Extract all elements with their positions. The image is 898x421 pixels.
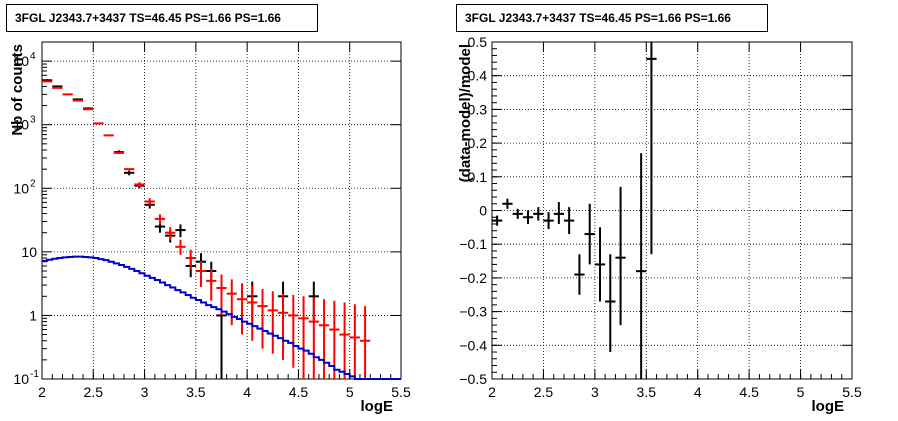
x-tick-label: 5 xyxy=(797,384,805,400)
data-point xyxy=(298,296,309,379)
y-tick-label: 0 xyxy=(479,203,487,219)
data-point xyxy=(594,227,606,302)
y-tick-label: −0.1 xyxy=(459,236,487,252)
x-tick-label: 2.5 xyxy=(84,384,104,400)
data-point xyxy=(308,297,319,379)
data-point xyxy=(574,254,585,295)
data-point xyxy=(553,202,564,224)
y-tick-label: −0.5 xyxy=(459,371,487,387)
data-point xyxy=(124,170,135,176)
x-tick-label: 5.5 xyxy=(842,384,862,400)
y-tick-exponent: 3 xyxy=(30,115,36,126)
data-point xyxy=(165,227,176,240)
data-point xyxy=(349,304,360,379)
y-tick-exponent: 4 xyxy=(30,51,36,62)
data-point xyxy=(134,182,145,187)
y-tick-label: 1 xyxy=(29,307,37,323)
data-point xyxy=(615,186,626,326)
data-point xyxy=(195,260,207,288)
data-point xyxy=(154,214,166,225)
y-axis-label: Nb of counts xyxy=(9,44,26,136)
x-tick-label: 4.5 xyxy=(739,384,759,400)
data-point xyxy=(206,268,217,301)
series-1 xyxy=(42,80,371,379)
y-tick-label: 0.5 xyxy=(468,34,488,50)
right-chart-title: 3FGL J2343.7+3437 TS=46.45 PS=1.66 PS=1.… xyxy=(456,4,768,32)
y-tick-label: 10 xyxy=(13,53,29,69)
x-tick-label: 3.5 xyxy=(186,384,206,400)
data-point xyxy=(277,293,289,360)
model-step-line xyxy=(42,255,401,380)
y-tick-label: 0.1 xyxy=(468,169,488,185)
x-tick-label: 5.5 xyxy=(391,384,411,400)
x-tick-label: 2 xyxy=(488,384,496,400)
x-tick-label: 2 xyxy=(38,384,46,400)
data-point xyxy=(339,302,350,379)
x-tick-label: 3.5 xyxy=(637,384,657,400)
x-axis-label: logE xyxy=(361,398,394,415)
data-point xyxy=(185,249,196,270)
x-tick-label: 4 xyxy=(243,384,251,400)
data-point xyxy=(247,286,258,341)
data-point xyxy=(144,198,155,206)
series-0 xyxy=(42,79,319,379)
x-tick-label: 3 xyxy=(591,384,599,400)
y-tick-label: −0.2 xyxy=(459,270,487,286)
y-tick-label: 0.2 xyxy=(468,135,488,151)
y-tick-exponent: -1 xyxy=(30,369,39,380)
x-tick-label: 4 xyxy=(694,384,702,400)
y-tick-label: 10 xyxy=(13,180,29,196)
y-tick-label: 10 xyxy=(13,117,29,133)
x-tick-label: 5 xyxy=(346,384,354,400)
data-point xyxy=(359,306,371,379)
data-point xyxy=(533,207,544,221)
data-point xyxy=(522,210,534,224)
data-point xyxy=(226,279,237,326)
data-point xyxy=(318,299,330,379)
y-tick-label: 10 xyxy=(21,244,37,260)
y-tick-label: −0.4 xyxy=(459,337,487,353)
series-2 xyxy=(42,255,401,380)
data-point xyxy=(605,254,616,353)
x-axis-label: logE xyxy=(812,398,845,415)
y-tick-label: 0.4 xyxy=(468,68,488,84)
y-tick-exponent: 2 xyxy=(30,178,36,189)
data-point xyxy=(584,203,595,265)
data-point xyxy=(257,289,268,349)
data-point xyxy=(288,294,299,368)
data-point xyxy=(543,212,554,230)
data-point xyxy=(492,215,503,226)
y-tick-label: 0.3 xyxy=(468,101,488,117)
data-point xyxy=(564,207,575,235)
data-point xyxy=(502,198,513,209)
y-tick-label: −0.3 xyxy=(459,304,487,320)
data-point xyxy=(267,291,278,354)
x-tick-label: 2.5 xyxy=(534,384,554,400)
y-axis-label: (data-model)/model xyxy=(457,44,474,182)
data-point xyxy=(512,208,523,219)
series-0 xyxy=(492,42,657,379)
data-point xyxy=(175,239,186,255)
y-tick-label: 10 xyxy=(13,371,29,387)
data-point xyxy=(175,224,186,238)
left-chart-title: 3FGL J2343.7+3437 TS=46.45 PS=1.66 PS=1.… xyxy=(6,4,318,32)
x-tick-label: 4.5 xyxy=(289,384,309,400)
x-tick-label: 3 xyxy=(141,384,149,400)
data-point xyxy=(636,153,647,379)
data-point xyxy=(646,42,657,255)
data-point xyxy=(236,283,248,335)
chart-1: 2 2.5 3 3.5 4 4.5 5 5.5 −0.5 −0.4 −0.3 −0.2 −0.1 0 0.1… xyxy=(457,34,862,415)
